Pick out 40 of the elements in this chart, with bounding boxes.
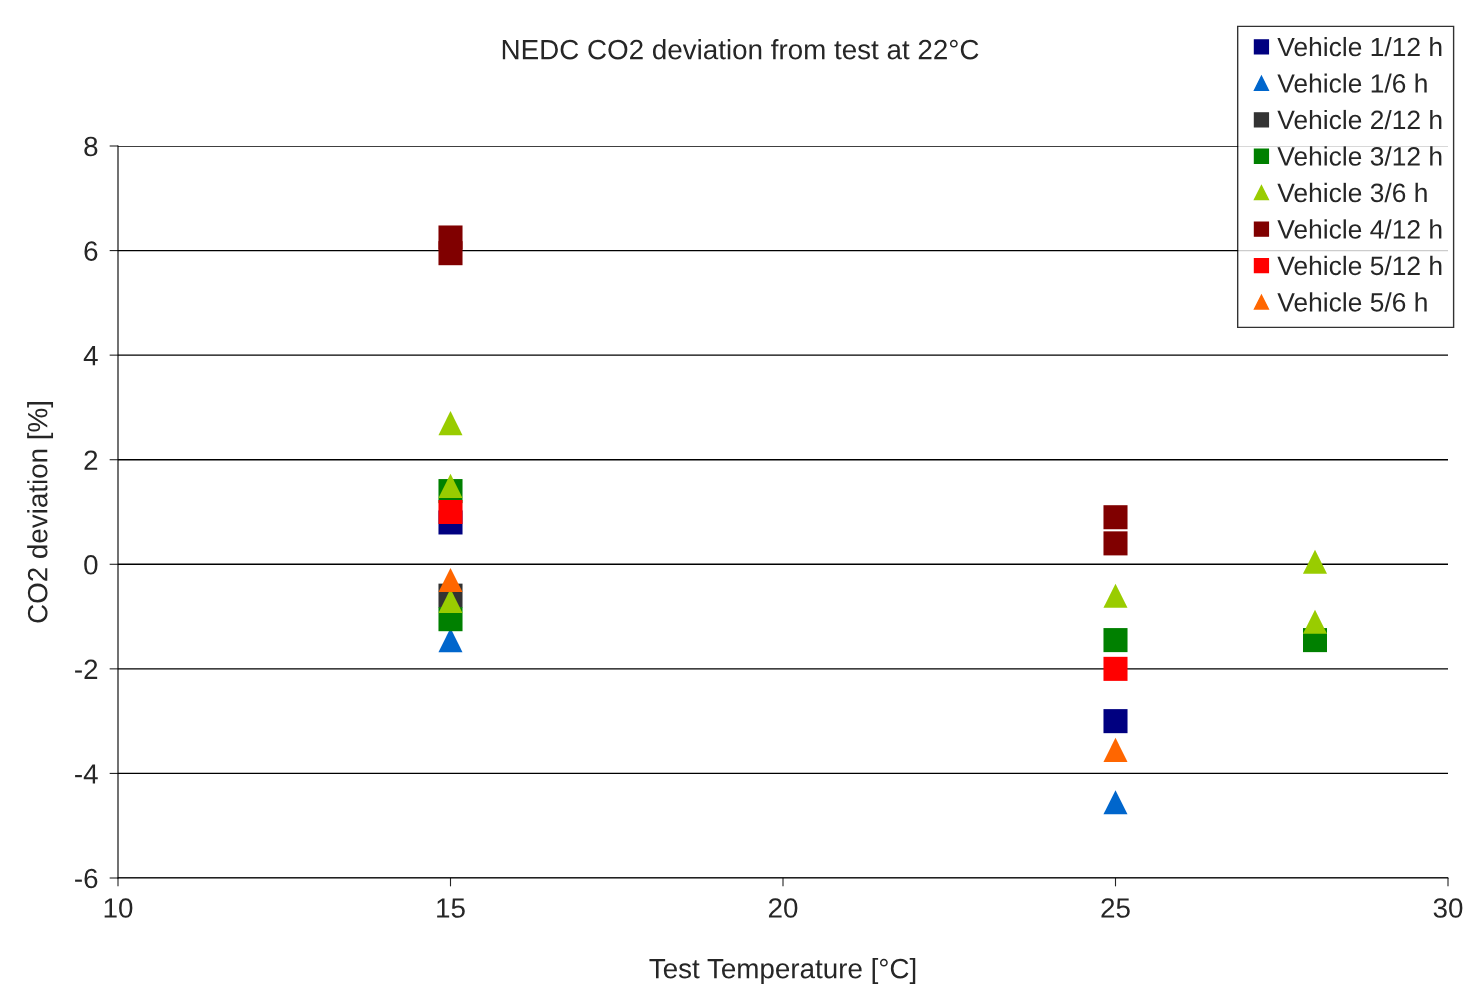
x-tick-label: 25 [1101,898,1130,918]
y-tick-label: 2 [84,450,98,470]
legend-label: Vehicle 3/12 h [1277,146,1442,166]
x-tick-label: 30 [1433,898,1463,918]
x-tick-label: 10 [104,898,133,918]
point [1103,790,1128,815]
legend-label: Vehicle 4/12 h [1277,219,1442,239]
point [1103,505,1128,530]
point [1103,583,1128,608]
point [438,473,463,498]
y-tick-label: 4 [83,346,98,366]
legend-label: Vehicle 3/6 h [1277,182,1427,203]
y-tick-label: -2 [75,659,98,679]
point [1302,609,1328,634]
legend-label: Vehicle 1/6 h [1277,73,1427,93]
legend-label: Vehicle 5/6 h [1277,292,1427,312]
legend-label: Vehicle 1/12 h [1277,36,1442,57]
point [438,567,463,592]
y-tick-label: 8 [84,136,98,157]
y-tick-label: 6 [84,241,98,261]
point [1302,549,1328,574]
point [1103,531,1128,556]
y-axis-title: CO2 deviation [%] [27,402,54,623]
x-axis-title: Test Temperature [°C] [649,958,916,984]
point [1103,656,1128,681]
y-tick-label: 0 [84,554,98,575]
y-tick-label: -4 [75,764,98,784]
point [438,628,463,653]
y-tick-label: -6 [75,868,98,889]
legend-label: Vehicle 5/12 h [1277,255,1442,276]
point [438,241,463,266]
legend-label: Vehicle 2/12 h [1277,109,1442,130]
x-tick-label: 20 [768,898,798,918]
point [1103,709,1128,734]
chart-title: NEDC CO2 deviation from test at 22°C [502,39,979,60]
point [438,499,463,525]
x-tick-label: 15 [437,898,465,918]
point [1103,628,1128,653]
point [438,411,463,436]
point [1103,737,1128,762]
